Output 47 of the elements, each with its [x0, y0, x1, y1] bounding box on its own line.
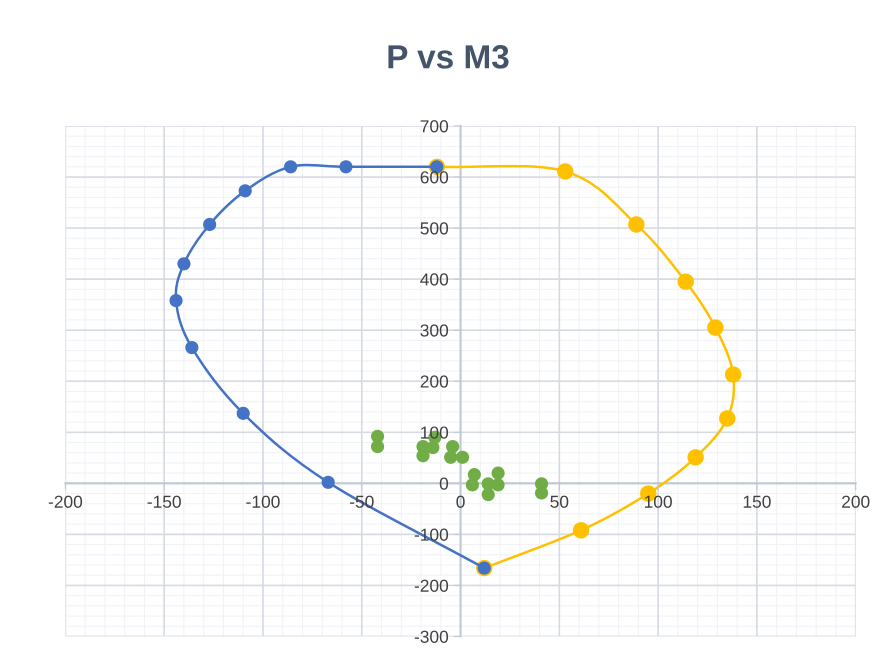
chart-title: P vs M3 — [388, 45, 509, 69]
y-tick-label: 300 — [420, 324, 448, 337]
point — [628, 216, 645, 233]
point — [322, 476, 335, 489]
y-tick-label: 100 — [421, 426, 448, 439]
point — [185, 340, 198, 354]
point — [719, 410, 736, 427]
x-tick-label: 0 — [456, 496, 465, 508]
point — [491, 478, 505, 492]
y-tick-label: 500 — [420, 222, 448, 235]
point — [203, 218, 216, 232]
point — [456, 450, 470, 464]
x-tick-label: -200 — [48, 496, 82, 508]
point — [177, 257, 191, 270]
point — [236, 406, 250, 420]
point — [466, 478, 479, 492]
point — [416, 449, 430, 462]
x-tick-label: -150 — [148, 496, 181, 508]
point — [370, 440, 384, 454]
x-tick-label: 50 — [550, 496, 568, 508]
point — [687, 449, 704, 466]
point — [572, 522, 590, 539]
y-tick-label: 700 — [420, 120, 448, 132]
point — [339, 160, 353, 174]
x-tick-label: 200 — [842, 496, 870, 508]
point — [446, 440, 460, 454]
y-tick-label: 600 — [420, 171, 448, 184]
point — [444, 450, 458, 464]
point — [284, 160, 298, 174]
point — [678, 273, 694, 290]
point — [724, 366, 742, 383]
point — [557, 163, 574, 180]
x-tick-label: 100 — [644, 496, 672, 508]
point — [491, 466, 505, 480]
y-tick-label: -300 — [414, 630, 448, 643]
y-tick-label: 400 — [420, 273, 448, 286]
point — [426, 441, 440, 454]
point — [534, 486, 548, 500]
point — [238, 184, 252, 198]
point — [482, 488, 495, 502]
point — [707, 319, 724, 336]
y-tick-label: 0 — [440, 477, 448, 490]
y-tick-label: 200 — [420, 375, 448, 388]
y-tick-label: -200 — [414, 580, 448, 592]
x-tick-label: 150 — [744, 496, 771, 508]
point — [169, 294, 183, 308]
x-tick-label: -100 — [246, 496, 280, 508]
